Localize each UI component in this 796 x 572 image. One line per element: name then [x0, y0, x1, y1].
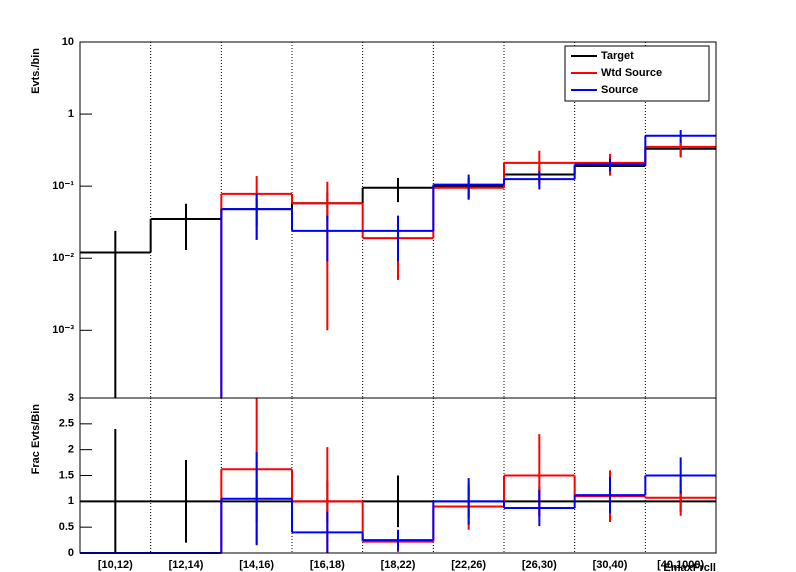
y-axis-label: Frac Evts/Bin — [30, 404, 42, 475]
x-tick-label: [10,12) — [98, 559, 133, 571]
x-tick-label: [16,18) — [310, 559, 345, 571]
x-tick-label: [40,1000) — [657, 559, 704, 571]
y-tick-label: 0.5 — [59, 521, 74, 533]
y-tick-label: 1 — [68, 495, 74, 507]
x-tick-label: [30,40) — [593, 559, 628, 571]
x-tick-label: [18,22) — [381, 559, 416, 571]
x-tick-label: [14,16) — [239, 559, 274, 571]
x-tick-label: [12,14) — [169, 559, 204, 571]
x-tick-label: [22,26) — [451, 559, 486, 571]
y-tick-label: 10 — [62, 36, 74, 48]
y-tick-label: 10⁻² — [52, 252, 74, 264]
legend-label: Wtd Source — [601, 67, 662, 79]
y-tick-label: 2.5 — [59, 418, 74, 430]
y-tick-label: 1.5 — [59, 469, 74, 481]
frame — [79, 397, 717, 554]
legend-label: Source — [601, 84, 638, 96]
y-tick-label: 1 — [68, 108, 74, 120]
y-axis-label: Evts./bin — [30, 48, 42, 94]
legend-label: Target — [601, 50, 634, 62]
y-tick-label: 3 — [68, 392, 74, 404]
y-tick-label: 10⁻¹ — [52, 180, 74, 192]
x-axis-label: EmaxFrcll — [663, 562, 716, 572]
x-tick-label: [26,30) — [522, 559, 557, 571]
y-tick-label: 2 — [68, 444, 74, 456]
y-tick-label: 0 — [68, 547, 74, 559]
y-tick-label: 10⁻³ — [52, 324, 74, 336]
